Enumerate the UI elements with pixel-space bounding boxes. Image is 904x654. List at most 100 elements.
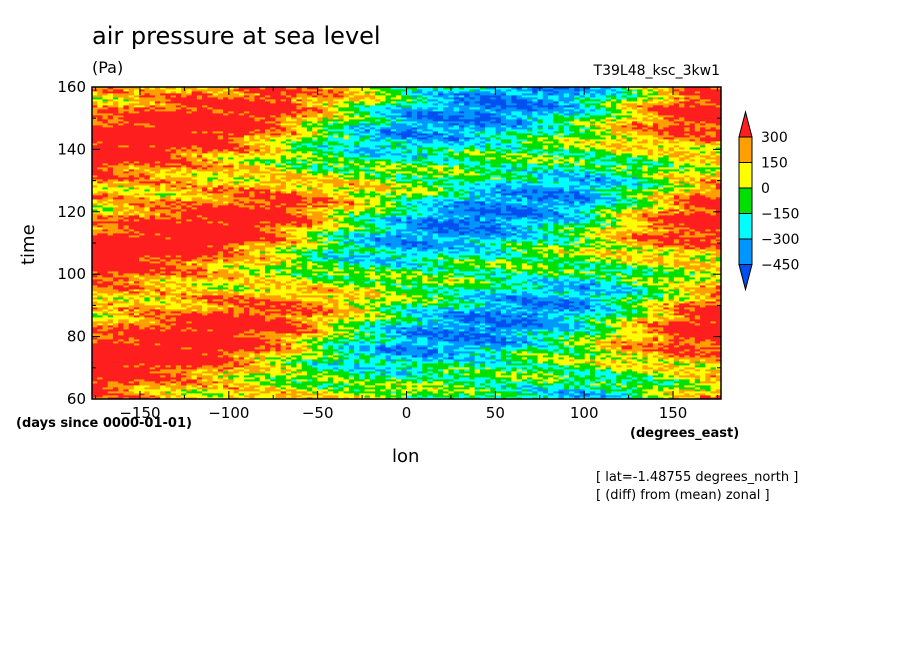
heatmap-cell [375, 325, 386, 328]
heatmap-cell [595, 335, 601, 338]
heatmap-cell [317, 375, 324, 378]
heatmap-cell [422, 299, 428, 302]
heatmap-cell [453, 353, 460, 356]
heatmap-cell [647, 277, 654, 280]
heatmap-cell [521, 283, 533, 286]
heatmap-cell [500, 285, 512, 288]
heatmap-cell [291, 377, 318, 380]
heatmap-cell [521, 391, 533, 394]
heatmap-cell [637, 305, 643, 308]
heatmap-cell [364, 379, 371, 382]
heatmap-cell [464, 299, 470, 302]
heatmap-cell [97, 337, 114, 340]
heatmap-cell [637, 295, 643, 298]
heatmap-cell [264, 289, 271, 292]
heatmap-cell [521, 267, 533, 270]
heatmap-cell [658, 383, 675, 386]
heatmap-cell [416, 267, 428, 270]
heatmap-cell [422, 303, 428, 306]
heatmap-cell [464, 333, 470, 336]
heatmap-cell [254, 275, 261, 278]
heatmap-cell [406, 375, 418, 378]
heatmap-cell [327, 345, 334, 348]
heatmap-cell [437, 347, 444, 350]
heatmap-cell [500, 355, 538, 358]
heatmap-cell [437, 275, 444, 278]
heatmap-cell [427, 339, 444, 342]
heatmap-cell [626, 295, 638, 298]
heatmap-cell [244, 387, 255, 390]
heatmap-cell [317, 317, 324, 320]
heatmap-cell [422, 305, 428, 308]
heatmap-cell [233, 305, 240, 308]
heatmap-cell [249, 361, 255, 364]
heatmap-cell [589, 373, 596, 376]
heatmap-cell [642, 395, 649, 398]
heatmap-cell [264, 271, 271, 274]
heatmap-cell [301, 361, 308, 364]
heatmap-cell [233, 303, 255, 306]
heatmap-cell [343, 325, 360, 328]
heatmap-cell [385, 269, 392, 272]
heatmap-cell [390, 377, 397, 380]
heatmap-cell [375, 355, 386, 358]
heatmap-cell [527, 325, 538, 328]
heatmap-cell [133, 365, 140, 368]
heatmap-cell [296, 371, 303, 374]
heatmap-cell [469, 309, 486, 312]
heatmap-cell [380, 293, 386, 296]
heatmap-cell [270, 283, 276, 286]
heatmap-cell [354, 353, 360, 356]
heatmap-cell [658, 335, 664, 338]
heatmap-cell [343, 295, 355, 298]
heatmap-cell [495, 325, 512, 328]
heatmap-cell [202, 379, 208, 382]
heatmap-cell [506, 381, 528, 384]
heatmap-cell [118, 381, 130, 384]
heatmap-cell [453, 315, 491, 318]
heatmap-cell [684, 265, 717, 268]
heatmap-cell [259, 277, 266, 280]
heatmap-cell [516, 387, 523, 390]
heatmap-cell [448, 265, 455, 268]
heatmap-cell [500, 333, 507, 336]
heatmap-cell [427, 367, 434, 370]
heatmap-cell [338, 353, 344, 356]
heatmap-cell [558, 345, 565, 348]
heatmap-cell [453, 379, 486, 382]
heatmap-cell [637, 311, 643, 314]
heatmap-cell [437, 337, 444, 340]
heatmap-cell [411, 355, 418, 358]
heatmap-cell [375, 301, 392, 304]
heatmap-cell [375, 305, 381, 308]
heatmap-cell [437, 391, 449, 394]
heatmap-cell [416, 275, 423, 278]
heatmap-cell [485, 323, 497, 326]
heatmap-cell [112, 335, 234, 338]
heatmap-cell [92, 311, 103, 314]
heatmap-cell [196, 289, 203, 292]
heatmap-cell [401, 271, 407, 274]
heatmap-cell [589, 359, 596, 362]
heatmap-cell [306, 307, 313, 310]
heatmap-cell [170, 389, 177, 392]
heatmap-cell [317, 379, 329, 382]
heatmap-cell [532, 329, 549, 332]
heatmap-cell [437, 387, 444, 390]
heatmap-cell [610, 365, 617, 368]
heatmap-cell [542, 373, 554, 376]
heatmap-cell [464, 345, 481, 348]
heatmap-cell [673, 375, 680, 378]
heatmap-cell [186, 291, 192, 294]
heatmap-cell [369, 287, 386, 290]
heatmap-cell [710, 395, 717, 398]
heatmap-cell [485, 331, 517, 334]
heatmap-cell [186, 271, 192, 274]
heatmap-cell [223, 299, 240, 302]
heatmap-cell [238, 363, 245, 366]
heatmap-cell [165, 323, 172, 326]
heatmap-cell [160, 291, 166, 294]
heatmap-cell [647, 371, 654, 374]
heatmap-cell [139, 293, 145, 296]
heatmap-cell [301, 317, 308, 320]
